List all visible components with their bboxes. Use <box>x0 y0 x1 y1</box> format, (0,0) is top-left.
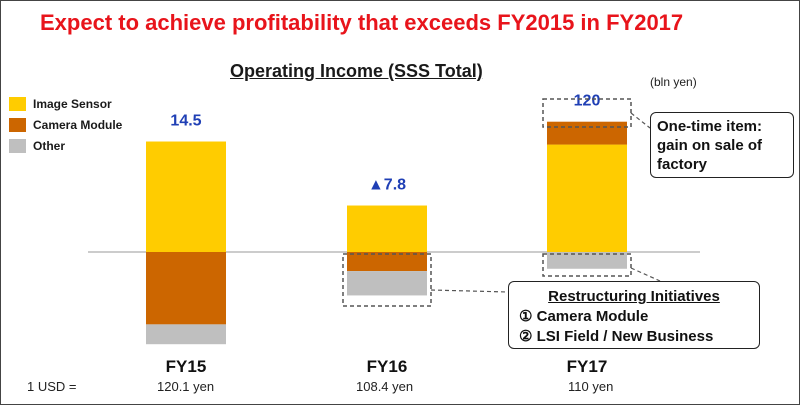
restructuring-highlight-fy16 <box>342 253 432 307</box>
legend-label: Image Sensor <box>33 96 112 111</box>
legend-swatch-image-sensor <box>9 96 26 111</box>
one-time-item-text: One-time item: gain on sale of factory <box>657 118 763 173</box>
bar-fy15-image-sensor <box>146 141 226 252</box>
legend-swatch-other <box>9 138 26 153</box>
restructuring-connector-fy17 <box>630 267 661 282</box>
chart-title: Operating Income (SSS Total) <box>230 61 483 81</box>
bar-fy16-camera-module <box>347 252 427 272</box>
legend-label: Other <box>33 138 66 153</box>
fx-value-fy16: 108.4 yen <box>356 379 414 394</box>
bar-fy17-image-sensor <box>547 144 627 252</box>
restructuring-item: ② LSI Field / New Business <box>519 328 714 345</box>
legend-label: Camera Module <box>33 117 123 132</box>
restructuring-item: ① Camera Module <box>519 308 649 325</box>
legend-item-other: Other <box>9 135 122 156</box>
chart-legend: Image Sensor Camera Module Other <box>9 93 122 156</box>
one-time-connector <box>630 112 651 129</box>
restructuring-title: Restructuring Initiatives <box>548 288 720 305</box>
unit-label: (bln yen) <box>650 75 697 89</box>
legend-item-image-sensor: Image Sensor <box>9 93 122 114</box>
bar-fy15-camera-module <box>146 252 226 325</box>
bar-fy16-other <box>347 271 427 296</box>
x-tick-label: FY16 <box>367 357 408 376</box>
total-value-label: 14.5 <box>170 113 201 130</box>
fx-value-fy15: 120.1 yen <box>157 379 215 394</box>
restructuring-highlight-fy17 <box>542 253 632 277</box>
total-value-label: 120 <box>574 93 601 110</box>
bar-fy16-image-sensor <box>347 205 427 252</box>
restructuring-callout: Restructuring Initiatives ① Camera Modul… <box>508 281 760 349</box>
bar-fy17-other <box>547 252 627 269</box>
slide-headline: Expect to achieve profitability that exc… <box>40 10 684 35</box>
legend-swatch-camera-module <box>9 117 26 132</box>
restructuring-connector-fy16 <box>430 289 509 293</box>
one-time-item-callout: One-time item: gain on sale of factory <box>650 112 794 178</box>
bar-fy15-other <box>146 324 226 345</box>
x-tick-label: FY17 <box>567 357 608 376</box>
fx-value-fy17: 110 yen <box>568 379 614 394</box>
fx-label: 1 USD = <box>27 379 77 394</box>
legend-item-camera-module: Camera Module <box>9 114 122 135</box>
bar-fy17-camera-module <box>547 121 627 145</box>
total-value-label: ▲7.8 <box>368 177 406 194</box>
x-tick-label: FY15 <box>166 357 207 376</box>
